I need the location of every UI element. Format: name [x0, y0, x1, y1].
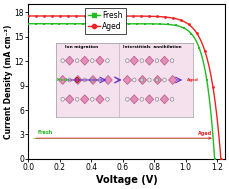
Text: Aged: Aged — [198, 131, 212, 136]
Y-axis label: Current Density (mA cm⁻²): Current Density (mA cm⁻²) — [4, 24, 13, 139]
Text: Fresh: Fresh — [38, 130, 53, 135]
Legend: Fresh, Aged: Fresh, Aged — [85, 8, 125, 34]
X-axis label: Voltage (V): Voltage (V) — [96, 175, 158, 185]
